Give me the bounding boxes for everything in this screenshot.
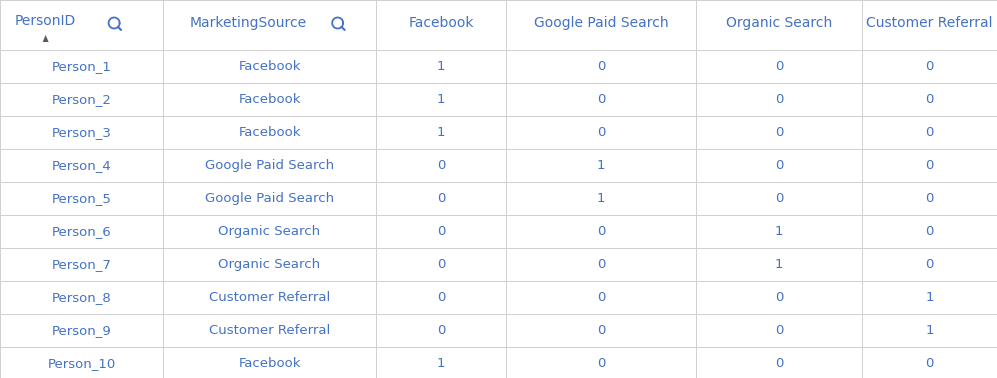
Text: 0: 0 xyxy=(925,60,933,73)
Text: MarketingSource: MarketingSource xyxy=(189,16,307,30)
Text: 0: 0 xyxy=(775,159,784,172)
Text: 0: 0 xyxy=(925,192,933,205)
Text: 1: 1 xyxy=(925,291,934,304)
Text: 0: 0 xyxy=(597,126,605,139)
Text: Person_2: Person_2 xyxy=(52,93,112,106)
Text: 1: 1 xyxy=(925,324,934,337)
Text: Google Paid Search: Google Paid Search xyxy=(205,159,334,172)
Text: Facebook: Facebook xyxy=(238,357,301,370)
Polygon shape xyxy=(43,35,49,42)
Text: 0: 0 xyxy=(597,225,605,238)
Text: 0: 0 xyxy=(437,225,446,238)
Text: 0: 0 xyxy=(925,159,933,172)
Text: Facebook: Facebook xyxy=(238,93,301,106)
Text: Person_6: Person_6 xyxy=(52,225,112,238)
Text: Person_9: Person_9 xyxy=(52,324,112,337)
Text: 0: 0 xyxy=(437,159,446,172)
Text: 0: 0 xyxy=(775,93,784,106)
Text: 0: 0 xyxy=(925,258,933,271)
Text: Person_10: Person_10 xyxy=(48,357,116,370)
Text: PersonID: PersonID xyxy=(15,14,76,28)
Text: Organic Search: Organic Search xyxy=(218,258,321,271)
Text: 0: 0 xyxy=(925,126,933,139)
Text: Organic Search: Organic Search xyxy=(218,225,321,238)
Text: 0: 0 xyxy=(597,324,605,337)
Text: Facebook: Facebook xyxy=(408,16,474,30)
Text: 0: 0 xyxy=(597,291,605,304)
Text: Person_4: Person_4 xyxy=(52,159,112,172)
Text: 0: 0 xyxy=(775,324,784,337)
Text: 0: 0 xyxy=(597,357,605,370)
Text: Person_5: Person_5 xyxy=(52,192,112,205)
Text: Customer Referral: Customer Referral xyxy=(866,16,993,30)
Text: 1: 1 xyxy=(597,159,605,172)
Text: 0: 0 xyxy=(597,60,605,73)
Text: 0: 0 xyxy=(437,324,446,337)
Text: 0: 0 xyxy=(775,357,784,370)
Text: 1: 1 xyxy=(437,357,446,370)
Text: 0: 0 xyxy=(437,258,446,271)
Text: Google Paid Search: Google Paid Search xyxy=(533,16,668,30)
Text: 1: 1 xyxy=(775,258,784,271)
Text: 0: 0 xyxy=(437,192,446,205)
Text: Customer Referral: Customer Referral xyxy=(209,324,330,337)
Text: 1: 1 xyxy=(437,126,446,139)
Text: 1: 1 xyxy=(437,93,446,106)
Text: Facebook: Facebook xyxy=(238,126,301,139)
Text: Facebook: Facebook xyxy=(238,60,301,73)
Text: Person_8: Person_8 xyxy=(52,291,112,304)
Text: 0: 0 xyxy=(925,357,933,370)
Text: 0: 0 xyxy=(775,126,784,139)
Text: 1: 1 xyxy=(597,192,605,205)
Text: 0: 0 xyxy=(597,93,605,106)
Text: Person_7: Person_7 xyxy=(52,258,112,271)
Text: 0: 0 xyxy=(775,192,784,205)
Text: 0: 0 xyxy=(775,60,784,73)
Text: Customer Referral: Customer Referral xyxy=(209,291,330,304)
Text: 1: 1 xyxy=(437,60,446,73)
Text: 0: 0 xyxy=(437,291,446,304)
Text: 0: 0 xyxy=(775,291,784,304)
Text: Organic Search: Organic Search xyxy=(726,16,832,30)
Text: 0: 0 xyxy=(925,93,933,106)
Text: Google Paid Search: Google Paid Search xyxy=(205,192,334,205)
Text: 1: 1 xyxy=(775,225,784,238)
Text: 0: 0 xyxy=(925,225,933,238)
Text: 0: 0 xyxy=(597,258,605,271)
Text: Person_3: Person_3 xyxy=(52,126,112,139)
Text: Person_1: Person_1 xyxy=(52,60,112,73)
